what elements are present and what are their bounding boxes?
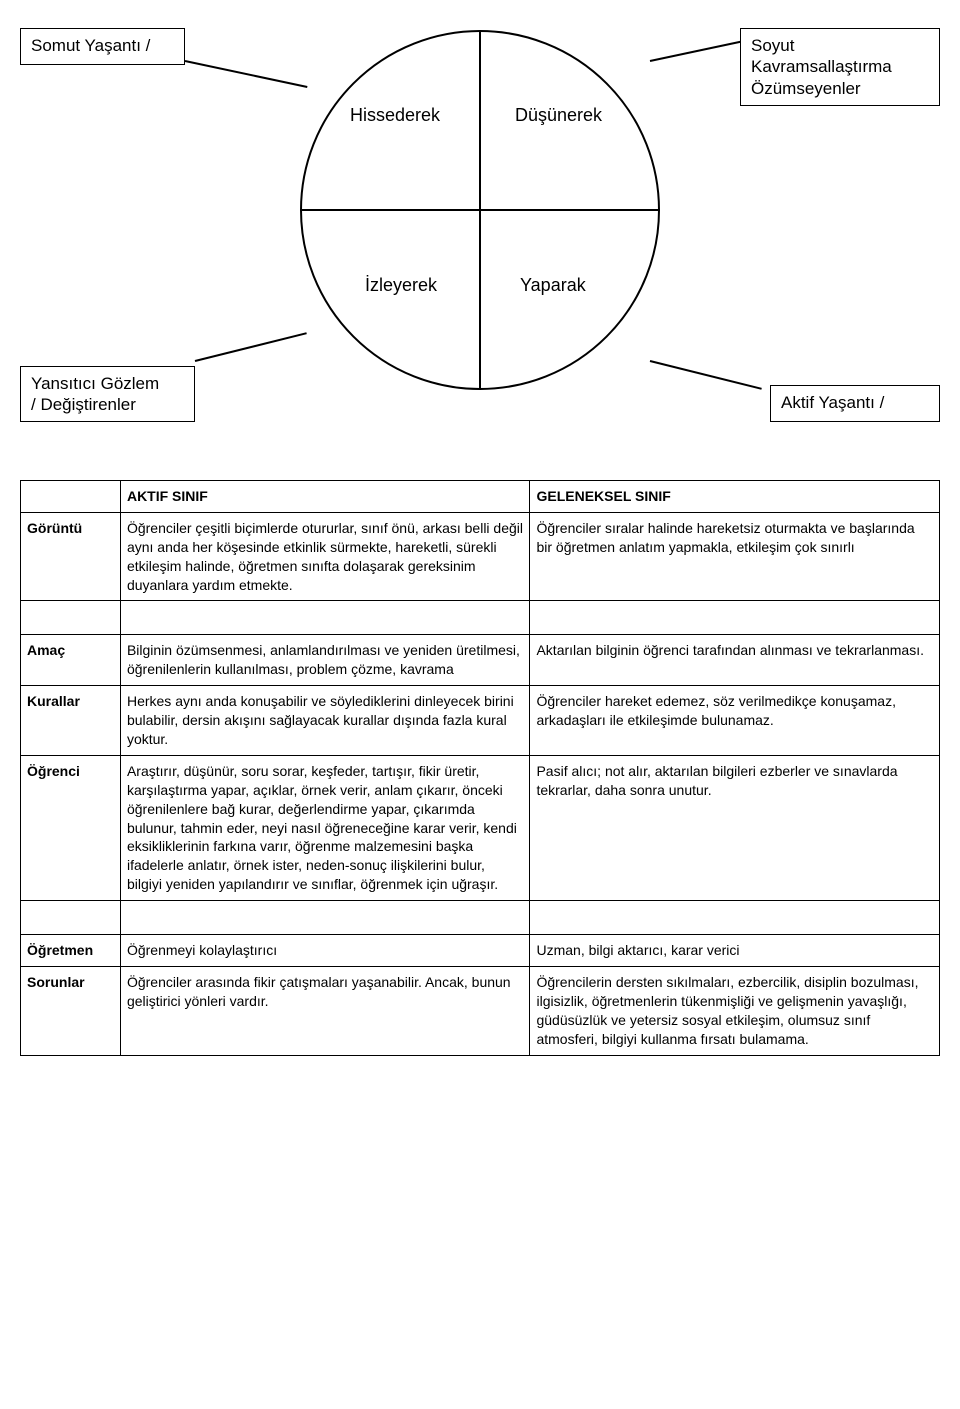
- horizontal-divider: [300, 209, 660, 211]
- row-aktif: Öğrenciler arasında fikir çatışmaları ya…: [120, 967, 530, 1056]
- row-label: Görüntü: [21, 512, 121, 601]
- row-geleneksel: Öğrenciler hareket edemez, söz verilmedi…: [530, 686, 940, 756]
- kolb-diagram: Somut Yaşantı / Soyut Kavramsallaştırma …: [20, 20, 940, 440]
- row-label: Öğrenci: [21, 755, 121, 900]
- table-row: Görüntü Öğrenciler çeşitli biçimlerde ot…: [21, 512, 940, 601]
- comparison-table: AKTIF SINIF GELENEKSEL SINIF Görüntü Öğr…: [20, 480, 940, 1056]
- box-tr-line2: Kavramsallaştırma: [751, 56, 929, 77]
- row-label: Öğretmen: [21, 935, 121, 967]
- header-aktif: AKTIF SINIF: [120, 481, 530, 513]
- quadrant-label-br: Yaparak: [520, 275, 586, 296]
- row-label: Kurallar: [21, 686, 121, 756]
- box-tr-line1: Soyut: [751, 35, 929, 56]
- connector-br: [650, 360, 762, 390]
- table-row: Sorunlar Öğrenciler arasında fikir çatış…: [21, 967, 940, 1056]
- box-bottom-left: Yansıtıcı Gözlem / Değiştirenler: [20, 366, 195, 423]
- quadrant-label-tl: Hissederek: [350, 105, 440, 126]
- row-label: Sorunlar: [21, 967, 121, 1056]
- box-top-right: Soyut Kavramsallaştırma Özümseyenler: [740, 28, 940, 106]
- table-row: Öğrenci Araştırır, düşünür, soru sorar, …: [21, 755, 940, 900]
- connector-tl: [185, 60, 308, 88]
- box-bl-line2: / Değiştirenler: [31, 394, 184, 415]
- row-aktif: Araştırır, düşünür, soru sorar, keşfeder…: [120, 755, 530, 900]
- box-bottom-right: Aktif Yaşantı /: [770, 385, 940, 422]
- header-empty: [21, 481, 121, 513]
- row-geleneksel: Aktarılan bilginin öğrenci tarafından al…: [530, 635, 940, 686]
- table-row: Kurallar Herkes aynı anda konuşabilir ve…: [21, 686, 940, 756]
- spacer: [21, 901, 940, 935]
- quadrant-label-bl: İzleyerek: [365, 275, 437, 296]
- box-br-line1: Aktif Yaşantı /: [781, 392, 929, 413]
- table-row: Amaç Bilginin özümsenmesi, anlamlandırıl…: [21, 635, 940, 686]
- row-geleneksel: Öğrencilerin dersten sıkılmaları, ezberc…: [530, 967, 940, 1056]
- box-tl-line1: Somut Yaşantı /: [31, 35, 174, 56]
- row-aktif: Öğrenmeyi kolaylaştırıcı: [120, 935, 530, 967]
- row-geleneksel: Uzman, bilgi aktarıcı, karar verici: [530, 935, 940, 967]
- row-geleneksel: Öğrenciler sıralar halinde hareketsiz ot…: [530, 512, 940, 601]
- row-label: Amaç: [21, 635, 121, 686]
- row-aktif: Bilginin özümsenmesi, anlamlandırılması …: [120, 635, 530, 686]
- box-bl-line1: Yansıtıcı Gözlem: [31, 373, 184, 394]
- table-header-row: AKTIF SINIF GELENEKSEL SINIF: [21, 481, 940, 513]
- connector-bl: [195, 332, 307, 362]
- row-aktif: Herkes aynı anda konuşabilir ve söyledik…: [120, 686, 530, 756]
- spacer: [21, 601, 940, 635]
- row-aktif: Öğrenciler çeşitli biçimlerde otururlar,…: [120, 512, 530, 601]
- row-geleneksel: Pasif alıcı; not alır, aktarılan bilgile…: [530, 755, 940, 900]
- quadrant-label-tr: Düşünerek: [515, 105, 602, 126]
- header-geleneksel: GELENEKSEL SINIF: [530, 481, 940, 513]
- box-top-left: Somut Yaşantı /: [20, 28, 185, 65]
- table-row: Öğretmen Öğrenmeyi kolaylaştırıcı Uzman,…: [21, 935, 940, 967]
- box-tr-line3: Özümseyenler: [751, 78, 929, 99]
